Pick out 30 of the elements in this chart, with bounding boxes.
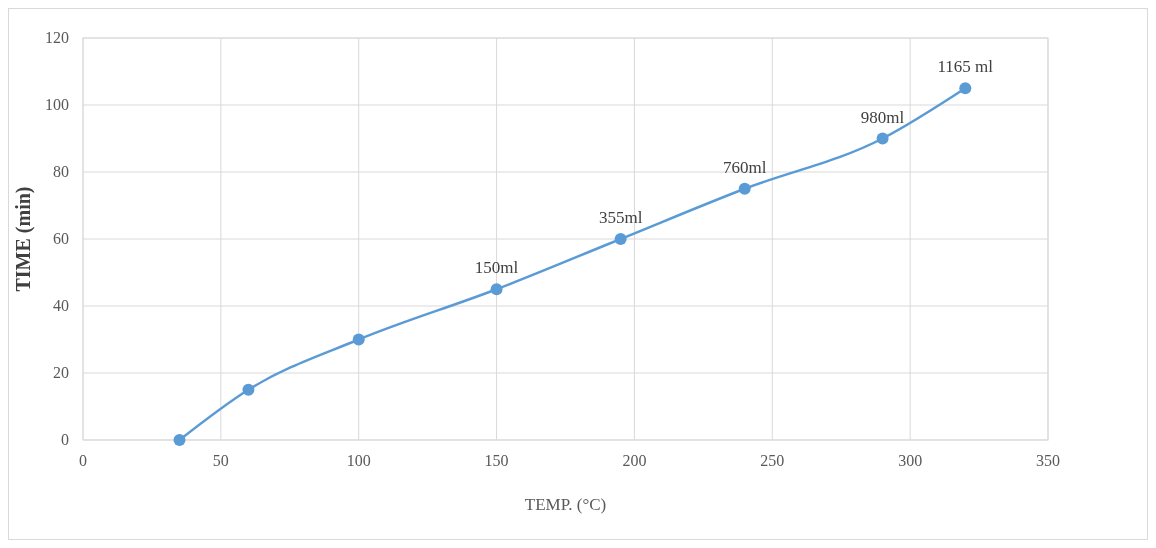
y-tick-label: 40: [53, 297, 69, 314]
y-tick-label: 120: [45, 29, 69, 46]
point: [490, 283, 503, 296]
x-tick-label: 300: [898, 452, 923, 469]
annotation: 1165 ml: [937, 57, 994, 77]
point: [352, 333, 365, 346]
point: [242, 383, 255, 396]
y-tick-label: 100: [45, 96, 69, 113]
x-tick-label: 150: [484, 452, 509, 469]
y-tick-label: 0: [61, 431, 69, 448]
annotation: 150ml: [474, 258, 519, 278]
x-tick-label: 100: [346, 452, 371, 469]
y-tick-label: 80: [53, 163, 69, 180]
x-axis-title: TEMP. (°C): [524, 495, 607, 514]
y-tick-label: 60: [53, 230, 69, 247]
x-tick-label: 200: [622, 452, 647, 469]
y-axis-title: TIME (min): [12, 186, 35, 292]
point: [614, 233, 627, 245]
point: [876, 132, 889, 145]
x-tick-label: 250: [760, 452, 785, 469]
annotation: 760ml: [722, 157, 767, 177]
annotation: 980ml: [860, 107, 905, 127]
annotation: 355ml: [598, 208, 643, 227]
x-tick-label: 50: [212, 452, 229, 469]
point: [738, 182, 751, 195]
x-tick-label: 0: [79, 452, 87, 469]
y-tick-label: 20: [53, 364, 69, 381]
x-tick-label: 350: [1036, 452, 1060, 469]
point: [173, 434, 186, 446]
point: [959, 82, 972, 95]
